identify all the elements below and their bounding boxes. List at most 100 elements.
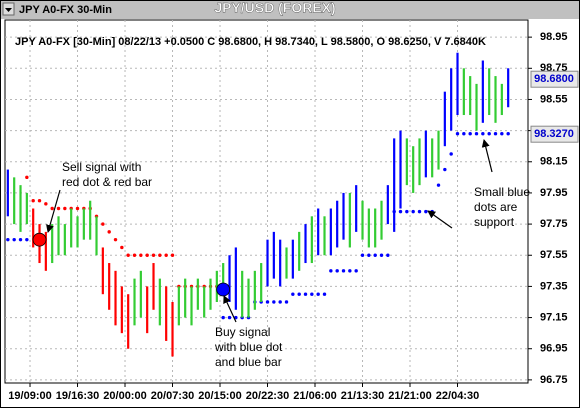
stop-dot [449, 152, 453, 156]
stop-dot [468, 132, 472, 136]
price-label: 98.6800 [534, 73, 574, 85]
stop-dot [265, 300, 270, 304]
stop-dot [227, 315, 232, 320]
stop-dot [474, 132, 479, 136]
support-arrow-1 [481, 139, 493, 173]
stop-dot [405, 209, 409, 214]
stop-dot [360, 253, 365, 257]
stop-dot [455, 132, 460, 136]
y-tick-label: 97.95 [540, 187, 568, 199]
stop-dot [139, 253, 143, 257]
plot-frame [4, 19, 529, 384]
y-tick-label: 96.95 [540, 343, 568, 355]
stop-dot [297, 292, 301, 296]
price-label-box [530, 125, 579, 143]
stop-dot [132, 253, 137, 257]
stop-dot [221, 315, 225, 320]
stop-dot [151, 253, 156, 257]
signal-dot [32, 232, 47, 247]
stop-dot [126, 253, 130, 257]
stop-dot [341, 269, 346, 273]
price-label: 98.3270 [534, 128, 574, 140]
stop-dot [101, 222, 105, 226]
y-tick-label: 98.95 [540, 31, 568, 43]
plot-layer: 96.75 96.95 97.15 97.35 97.55 97.75 97.95 98.15… [5, 20, 568, 402]
x-tick-label: 20/07:30 [151, 390, 194, 402]
stop-dot [329, 269, 333, 273]
x-tick-label: 19/09:00 [8, 390, 51, 402]
support-arrow-2 [427, 210, 453, 229]
menu-arrow [5, 8, 12, 12]
stop-dot [164, 253, 168, 257]
x-tick-label: 20/00:00 [103, 390, 146, 402]
stop-dot [379, 253, 384, 257]
annotation: Small blue [474, 185, 530, 199]
x-tick-label: 21/21:00 [388, 390, 431, 402]
stop-dot [481, 132, 485, 136]
x-tick-label: 21/13:30 [341, 390, 384, 402]
stop-dot [398, 209, 403, 214]
y-tick-label: 97.35 [540, 280, 568, 292]
stop-dot [354, 269, 358, 273]
stop-dot [63, 206, 67, 211]
stop-dot [316, 292, 320, 296]
title-bar [0, 0, 580, 19]
stop-dot [417, 209, 422, 214]
stop-dot [170, 253, 175, 257]
stop-dot [348, 269, 352, 273]
signal-dot [216, 282, 231, 297]
stop-dot [25, 175, 29, 180]
symbol-label: JPY A0-FX 30-Min [19, 4, 112, 16]
chart-title: JPY/USD (FOREX) [214, 0, 335, 16]
stop-dot [158, 253, 162, 257]
x-tick-label: 19/16:30 [56, 390, 99, 402]
stop-dot [145, 253, 149, 257]
stop-dot [44, 202, 48, 206]
stop-dot [12, 237, 16, 242]
stop-dot [120, 245, 124, 250]
stop-dot [411, 209, 415, 214]
x-tick-label: 20/22:30 [246, 390, 289, 402]
annotation: support [474, 215, 515, 229]
annotation: with blue dot [214, 340, 283, 354]
stop-dot [284, 300, 289, 304]
stop-dot [487, 132, 491, 136]
annotation: Buy signal [215, 325, 270, 339]
arrows [46, 139, 493, 323]
y-tick-label: 97.15 [540, 311, 568, 323]
stop-dot [443, 167, 447, 172]
stop-dot [6, 237, 10, 242]
stop-dot [335, 269, 339, 273]
stop-dot [436, 183, 441, 187]
annotation: and blue bar [215, 355, 282, 369]
stop-dot [25, 237, 29, 242]
y-tick-label: 98.15 [540, 156, 568, 168]
price-label-box [530, 70, 579, 88]
info-header: JPY A0-FX [30-Min] 08/22/13 +0.0500 C 98… [15, 36, 486, 48]
stop-dot [500, 132, 504, 136]
stop-dot [107, 230, 111, 234]
stop-dot [373, 253, 377, 257]
stop-dot [272, 300, 276, 304]
y-tick-label: 97.75 [540, 218, 568, 230]
annotation: dots are [474, 200, 518, 214]
annotation: red dot & red bar [62, 175, 152, 189]
x-tick-label: 22/04:30 [436, 390, 479, 402]
x-tick-label: 21/06:00 [293, 390, 336, 402]
annotation: Sell signal with [62, 160, 141, 174]
stop-dot [462, 132, 466, 136]
stop-dot [506, 132, 510, 136]
stop-dot [322, 292, 327, 296]
stop-dot [424, 209, 428, 214]
stop-dot [18, 237, 23, 242]
stop-dot [303, 292, 308, 296]
stop-dot [56, 206, 61, 211]
stop-dot [291, 292, 295, 296]
stop-dot [278, 300, 282, 304]
stop-dot [113, 237, 118, 242]
buy-arrow [223, 295, 237, 323]
stop-dot [367, 253, 371, 257]
stop-dot [75, 206, 80, 211]
sell-arrow [46, 189, 61, 233]
